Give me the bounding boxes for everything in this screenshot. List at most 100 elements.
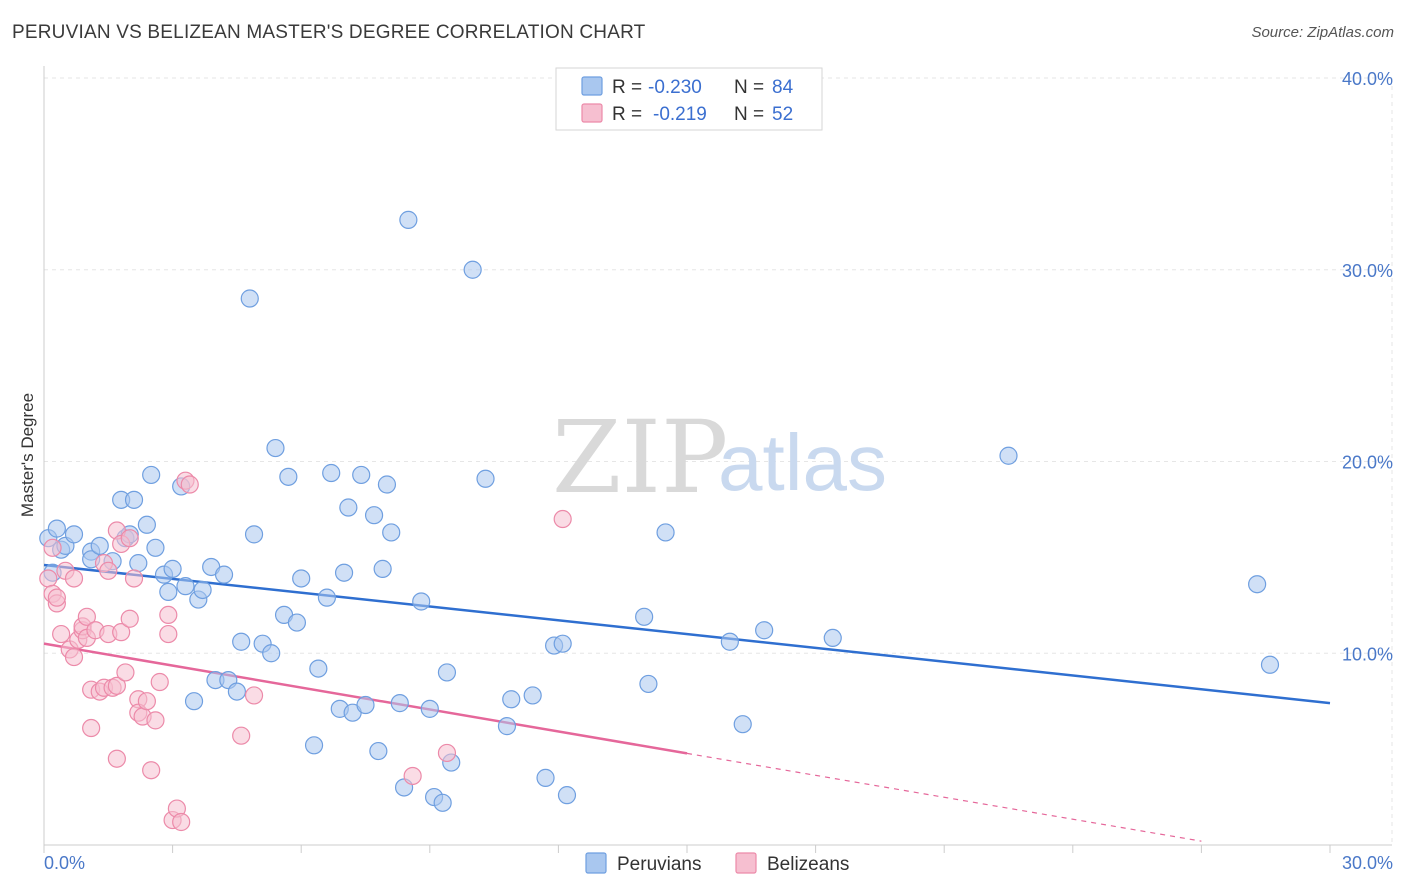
peruvians-point-79 bbox=[755, 621, 774, 640]
belizeans-point-45 bbox=[232, 726, 251, 745]
peruvians-point-62 bbox=[433, 793, 452, 812]
peruvians-point-63 bbox=[437, 663, 457, 682]
peruvians-point-43 bbox=[317, 588, 337, 607]
peruvians-point-70 bbox=[536, 768, 555, 787]
peruvians-point-25 bbox=[193, 580, 212, 600]
y-tick-label-0: 10.0% bbox=[1342, 644, 1393, 664]
peruvians-point-80 bbox=[999, 446, 1018, 465]
peruvians-point-47 bbox=[339, 498, 358, 517]
legend-r-value-belizeans: -0.219 bbox=[653, 104, 707, 125]
series-legend-swatch-peruvians bbox=[585, 852, 607, 874]
belizeans-point-8 bbox=[64, 569, 84, 588]
peruvians-trend-line bbox=[43, 563, 1331, 705]
axes-layer bbox=[43, 66, 1392, 853]
y-tick-label-1: 20.0% bbox=[1342, 453, 1393, 473]
x-tick-label-1: 30.0% bbox=[1342, 853, 1393, 873]
peruvians-point-51 bbox=[364, 506, 384, 525]
belizeans-point-38 bbox=[159, 624, 178, 644]
belizeans-point-15 bbox=[82, 718, 101, 738]
peruvians-point-44 bbox=[322, 463, 341, 483]
peruvians-point-56 bbox=[390, 694, 409, 713]
peruvians-point-15 bbox=[137, 515, 156, 534]
peruvians-point-5 bbox=[64, 525, 84, 544]
peruvians-point-82 bbox=[1260, 655, 1280, 674]
belizeans-point-42 bbox=[172, 812, 191, 832]
source-label: Source: ZipAtlas.com bbox=[1251, 24, 1394, 41]
belizeans-point-48 bbox=[437, 743, 457, 763]
belizeans-point-7 bbox=[64, 647, 84, 667]
belizeans-point-46 bbox=[244, 686, 264, 705]
peruvians-point-54 bbox=[377, 475, 397, 494]
peruvians-point-28 bbox=[214, 565, 234, 584]
belizeans-point-35 bbox=[142, 761, 161, 780]
watermark-zip-text: ZIP bbox=[552, 399, 728, 516]
belizeans-point-51 bbox=[43, 538, 62, 557]
legend-n-label-peruvians: N = bbox=[734, 77, 764, 98]
peruvians-point-76 bbox=[656, 523, 675, 542]
watermark: ZIP atlas bbox=[552, 399, 887, 516]
peruvians-point-69 bbox=[523, 686, 542, 705]
peruvians-point-77 bbox=[720, 632, 739, 651]
belizeans-point-0 bbox=[39, 569, 58, 588]
peruvians-point-53 bbox=[373, 559, 392, 578]
peruvians-point-23 bbox=[184, 692, 204, 711]
watermark-atlas-text: atlas bbox=[718, 418, 887, 507]
peruvians-point-14 bbox=[129, 554, 148, 573]
peruvians-point-83 bbox=[823, 628, 842, 648]
peruvians-point-59 bbox=[412, 592, 431, 611]
points-layer bbox=[39, 210, 1280, 832]
y-axis-title: Master's Degree bbox=[18, 393, 37, 517]
belizeans-point-21 bbox=[99, 561, 118, 580]
peruvians-point-35 bbox=[262, 644, 281, 663]
belizeans-point-44 bbox=[180, 475, 199, 494]
belizeans-point-39 bbox=[159, 605, 178, 625]
series-legend: Peruvians Belizeans bbox=[585, 852, 849, 875]
peruvians-point-68 bbox=[502, 690, 521, 709]
legend-r-label-belizeans: R = bbox=[612, 104, 642, 125]
belizeans-point-37 bbox=[150, 672, 169, 692]
legend-swatch-belizeans bbox=[581, 103, 603, 123]
peruvians-point-38 bbox=[279, 467, 298, 486]
peruvians-point-40 bbox=[292, 569, 311, 588]
correlation-legend: R = -0.230 N = 84 R = -0.219 N = 52 bbox=[555, 67, 823, 131]
legend-r-label-peruvians: R = bbox=[612, 77, 642, 98]
chart-title: PERUVIAN VS BELIZEAN MASTER'S DEGREE COR… bbox=[12, 22, 646, 43]
peruvians-point-36 bbox=[266, 438, 285, 458]
belizeans-point-36 bbox=[146, 711, 165, 730]
belizeans-point-26 bbox=[112, 623, 131, 642]
belizeans-point-50 bbox=[120, 529, 139, 548]
peruvians-point-30 bbox=[227, 682, 246, 701]
peruvians-point-52 bbox=[369, 741, 388, 761]
y-tick-label-3: 40.0% bbox=[1342, 69, 1393, 89]
y-tick-label-2: 30.0% bbox=[1342, 261, 1393, 281]
x-tick-label-0: 0.0% bbox=[44, 853, 85, 873]
belizeans-point-25 bbox=[107, 676, 126, 695]
ticks-layer: 10.0% 20.0% 30.0% 40.0% 0.0% 30.0% bbox=[44, 69, 1393, 873]
peruvians-point-20 bbox=[163, 559, 182, 578]
belizeans-point-29 bbox=[120, 609, 139, 628]
series-legend-swatch-belizeans bbox=[735, 852, 757, 874]
legend-n-value-peruvians: 84 bbox=[772, 77, 794, 98]
belizeans-point-47 bbox=[403, 766, 422, 786]
peruvians-point-32 bbox=[240, 289, 259, 308]
peruvians-point-22 bbox=[176, 577, 195, 596]
series-legend-label-peruvians: Peruvians bbox=[617, 854, 702, 875]
belizeans-point-30 bbox=[124, 569, 144, 588]
peruvians-point-2 bbox=[47, 519, 66, 538]
peruvians-point-19 bbox=[159, 582, 178, 601]
peruvians-point-73 bbox=[557, 786, 577, 805]
peruvians-point-66 bbox=[476, 469, 495, 488]
peruvians-point-42 bbox=[309, 659, 328, 678]
peruvians-point-65 bbox=[463, 260, 482, 279]
peruvians-point-81 bbox=[1248, 575, 1267, 594]
legend-n-value-belizeans: 52 bbox=[772, 104, 793, 125]
peruvians-point-33 bbox=[244, 525, 264, 544]
belizeans-point-28 bbox=[116, 663, 135, 682]
peruvians-point-50 bbox=[356, 695, 375, 715]
peruvians-point-49 bbox=[352, 465, 371, 485]
belizeans-point-12 bbox=[77, 607, 96, 626]
peruvians-point-67 bbox=[497, 717, 517, 736]
series-legend-label-belizeans: Belizeans bbox=[767, 854, 849, 875]
belizeans-point-23 bbox=[107, 749, 126, 768]
